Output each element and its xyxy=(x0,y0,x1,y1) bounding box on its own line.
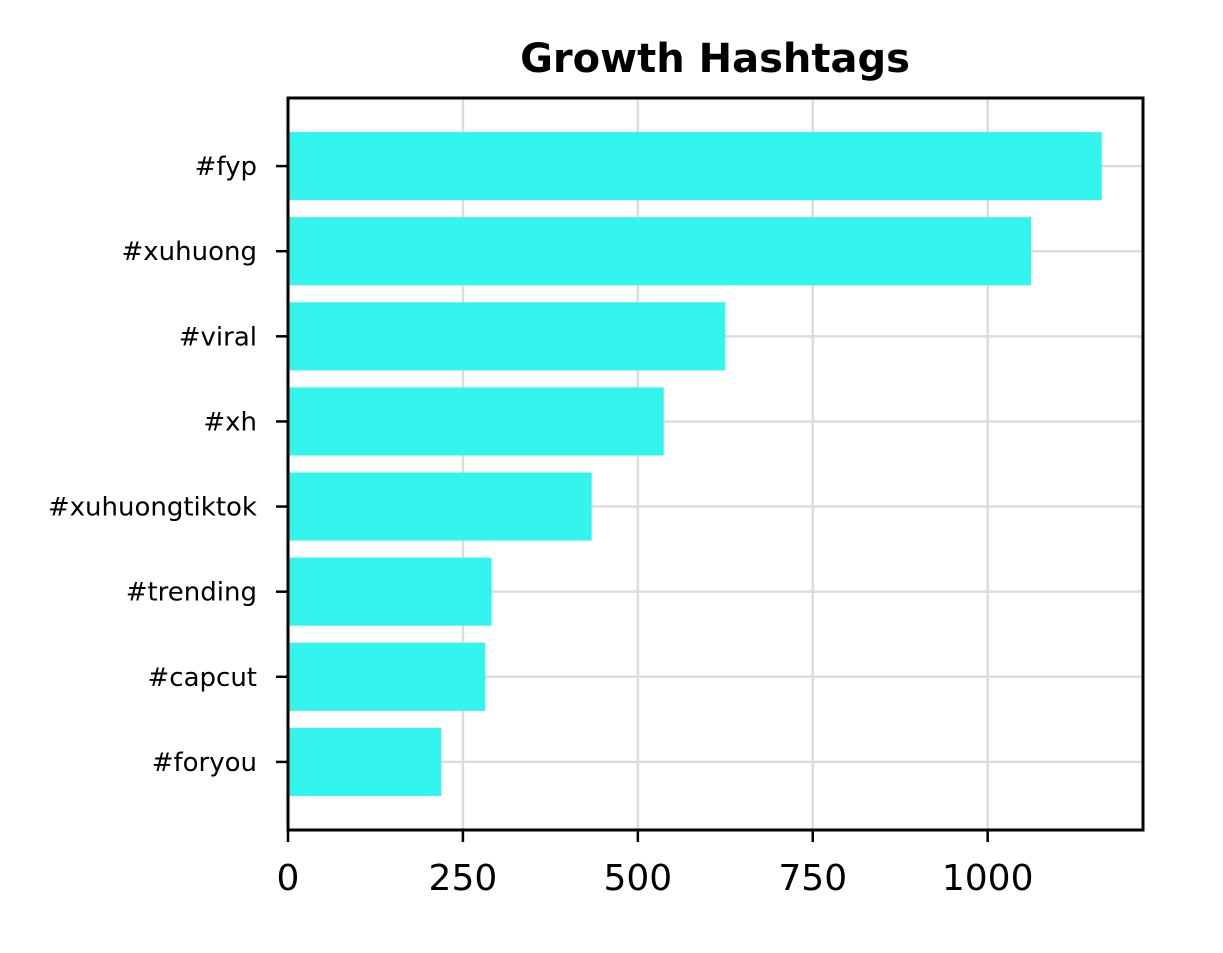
y-tick-label: #xuhuong xyxy=(122,237,258,267)
y-tick-label: #xuhuongtiktok xyxy=(48,493,257,523)
bars xyxy=(288,132,1102,796)
y-tick-label: #xh xyxy=(203,407,257,437)
y-axis: #fyp #xuhuong #viral #xh #xuhuongtiktok #tren… xyxy=(48,152,288,778)
bar xyxy=(288,557,492,626)
grid-lines xyxy=(286,98,1143,830)
x-tick-label: 0 xyxy=(277,858,300,899)
x-axis: 0 250 500 750 1000 xyxy=(277,830,1034,899)
bar xyxy=(288,132,1102,201)
x-tick-label: 1000 xyxy=(942,858,1034,899)
x-tick-label: 250 xyxy=(429,858,498,899)
x-tick-label: 500 xyxy=(603,858,672,899)
y-tick-label: #trending xyxy=(126,578,257,608)
y-tick-label: #fyp xyxy=(195,152,257,182)
bar xyxy=(288,642,486,711)
bar xyxy=(288,472,592,541)
bar xyxy=(288,387,664,456)
plot-frame xyxy=(286,96,1145,832)
y-tick-label: #foryou xyxy=(152,748,257,778)
y-tick-label: #capcut xyxy=(148,663,257,693)
y-tick-label: #viral xyxy=(179,322,257,352)
chart-title: Growth Hashtags xyxy=(520,36,910,82)
x-tick-label: 750 xyxy=(778,858,847,899)
bar xyxy=(288,727,442,796)
bar xyxy=(288,217,1032,286)
bar xyxy=(288,302,726,371)
